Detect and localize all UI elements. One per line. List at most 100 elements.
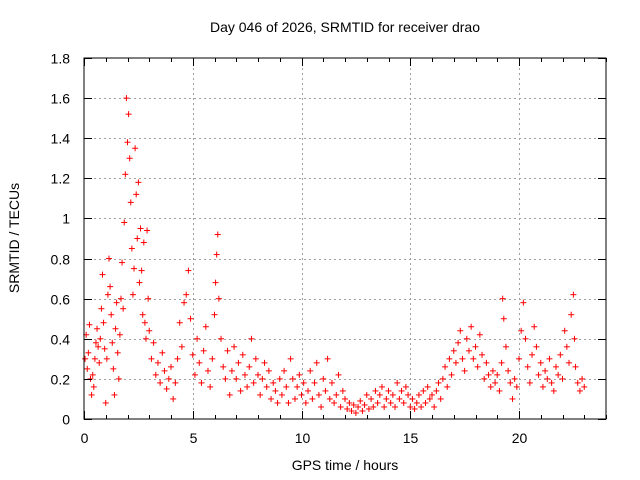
data-point: [426, 395, 433, 402]
data-point: [102, 399, 109, 406]
data-point: [581, 383, 588, 390]
y-tick-label: 0.4: [51, 332, 71, 348]
data-point: [309, 395, 316, 402]
data-point: [337, 403, 344, 410]
data-point: [342, 395, 348, 402]
data-point: [363, 391, 370, 398]
data-point: [546, 355, 553, 362]
data-point: [128, 245, 135, 252]
data-point: [215, 295, 222, 302]
data-point: [383, 395, 390, 402]
data-point: [270, 379, 277, 386]
y-tick-label: 1.4: [51, 131, 71, 147]
data-point: [226, 391, 233, 398]
data-point: [457, 327, 464, 334]
x-tick-label: 0: [81, 430, 89, 446]
data-point: [214, 231, 221, 238]
data-point: [402, 383, 409, 390]
data-point: [152, 371, 159, 378]
data-point: [294, 383, 301, 390]
data-point: [357, 397, 364, 404]
data-point: [283, 383, 290, 390]
data-point: [202, 323, 209, 330]
data-point: [311, 379, 318, 386]
data-point: [492, 379, 499, 386]
y-tick-label: 0.6: [51, 292, 71, 308]
data-point: [112, 325, 119, 332]
data-point: [305, 387, 312, 394]
data-point: [85, 349, 92, 356]
data-point: [407, 403, 414, 410]
data-point: [281, 367, 288, 374]
data-point: [150, 339, 157, 346]
data-point: [89, 371, 96, 378]
data-point: [289, 375, 296, 382]
data-point: [387, 399, 394, 406]
x-tick-label: 10: [295, 430, 311, 446]
data-point: [212, 279, 219, 286]
data-point: [385, 387, 392, 394]
data-point: [142, 335, 149, 342]
data-point: [265, 367, 272, 374]
data-point: [235, 359, 242, 366]
data-point: [139, 311, 146, 318]
data-point: [433, 387, 440, 394]
data-point: [496, 387, 503, 394]
data-point: [522, 335, 529, 342]
data-point: [82, 355, 89, 362]
data-point: [170, 395, 177, 402]
data-point: [84, 365, 91, 372]
data-point: [574, 379, 581, 386]
data-point: [328, 379, 335, 386]
data-point: [526, 379, 533, 386]
data-point: [261, 359, 268, 366]
data-point: [96, 359, 103, 366]
data-point: [125, 111, 132, 118]
data-point: [296, 371, 303, 378]
data-point: [300, 379, 307, 386]
data-point: [561, 327, 568, 334]
data-point: [109, 339, 116, 346]
data-point: [117, 295, 124, 302]
data-point: [470, 355, 477, 362]
data-point: [529, 351, 536, 358]
data-point: [181, 299, 188, 306]
data-point: [103, 355, 110, 362]
data-point: [246, 363, 253, 370]
data-point: [145, 295, 152, 302]
data-point: [198, 379, 205, 386]
data-point: [474, 363, 481, 370]
data-point: [191, 371, 198, 378]
data-point: [135, 179, 142, 186]
data-point: [429, 391, 435, 398]
data-point: [370, 403, 377, 410]
data-point: [487, 383, 494, 390]
data-point: [463, 335, 470, 342]
data-point: [200, 347, 207, 354]
data-point: [104, 291, 111, 298]
data-point: [333, 391, 340, 398]
data-point: [211, 311, 218, 318]
data-point: [108, 311, 115, 318]
data-point: [172, 379, 179, 386]
data-point: [348, 407, 355, 414]
data-point: [572, 363, 579, 370]
data-point: [94, 325, 101, 332]
data-point: [252, 355, 259, 362]
data-point: [307, 367, 314, 374]
data-point: [136, 279, 143, 286]
data-point: [259, 375, 266, 382]
data-point: [335, 371, 342, 378]
data-point: [278, 391, 285, 398]
data-point: [178, 343, 185, 350]
data-point: [392, 403, 399, 410]
data-point: [285, 399, 292, 406]
data-point: [465, 347, 472, 354]
data-point: [157, 379, 164, 386]
data-point: [244, 383, 251, 390]
data-point: [461, 367, 468, 374]
data-point: [359, 407, 366, 414]
data-point: [127, 199, 134, 206]
data-point: [123, 95, 130, 102]
data-point: [209, 355, 216, 362]
